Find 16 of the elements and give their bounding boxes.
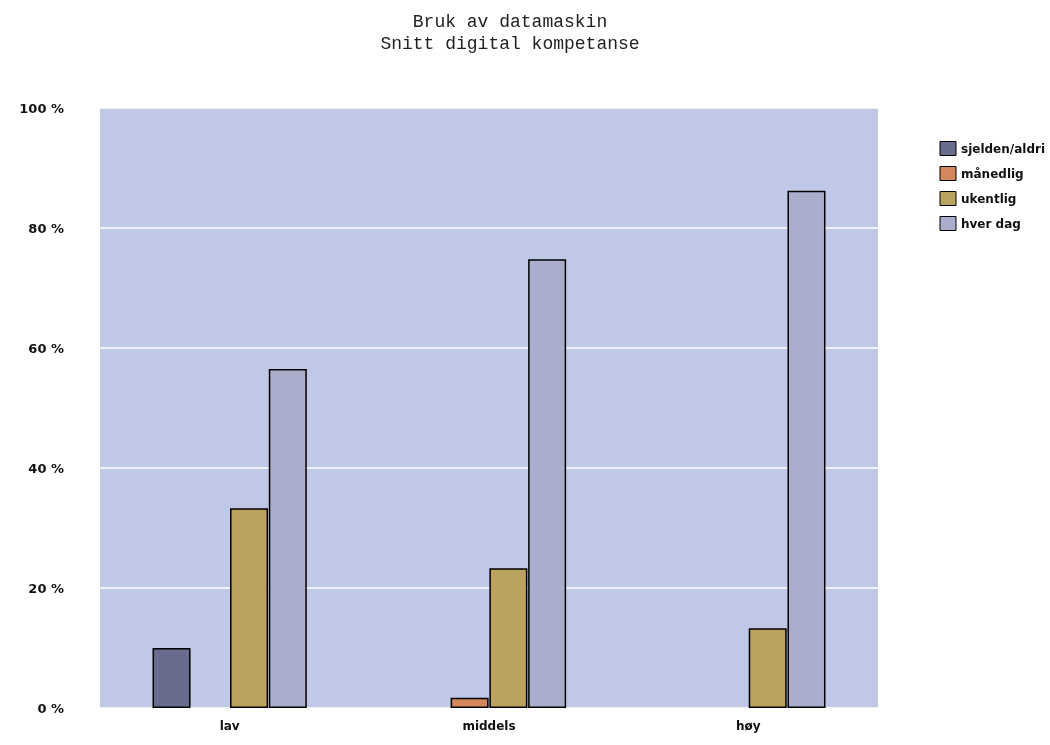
bar bbox=[152, 648, 191, 708]
chart-title: Bruk av datamaskin bbox=[412, 12, 608, 32]
y-tick-label: 60 % bbox=[28, 340, 64, 356]
y-tick-label: 40 % bbox=[28, 460, 64, 476]
x-tick-label: lav bbox=[219, 719, 240, 733]
y-tick-label: 0 % bbox=[37, 700, 64, 716]
y-tick-label: 80 % bbox=[28, 220, 64, 236]
legend-label: sjelden/aldri bbox=[961, 141, 1046, 156]
y-tick-label: 100 % bbox=[19, 100, 64, 116]
x-tick-label: høy bbox=[736, 719, 761, 733]
chart-subtitle: Snitt digital kompetanse bbox=[380, 34, 640, 54]
legend-label: ukentlig bbox=[961, 191, 1017, 206]
y-tick-label: 20 % bbox=[28, 580, 64, 596]
legend-label: månedlig bbox=[961, 166, 1024, 181]
legend-label: hver dag bbox=[961, 216, 1021, 231]
x-tick-label: middels bbox=[462, 719, 516, 733]
